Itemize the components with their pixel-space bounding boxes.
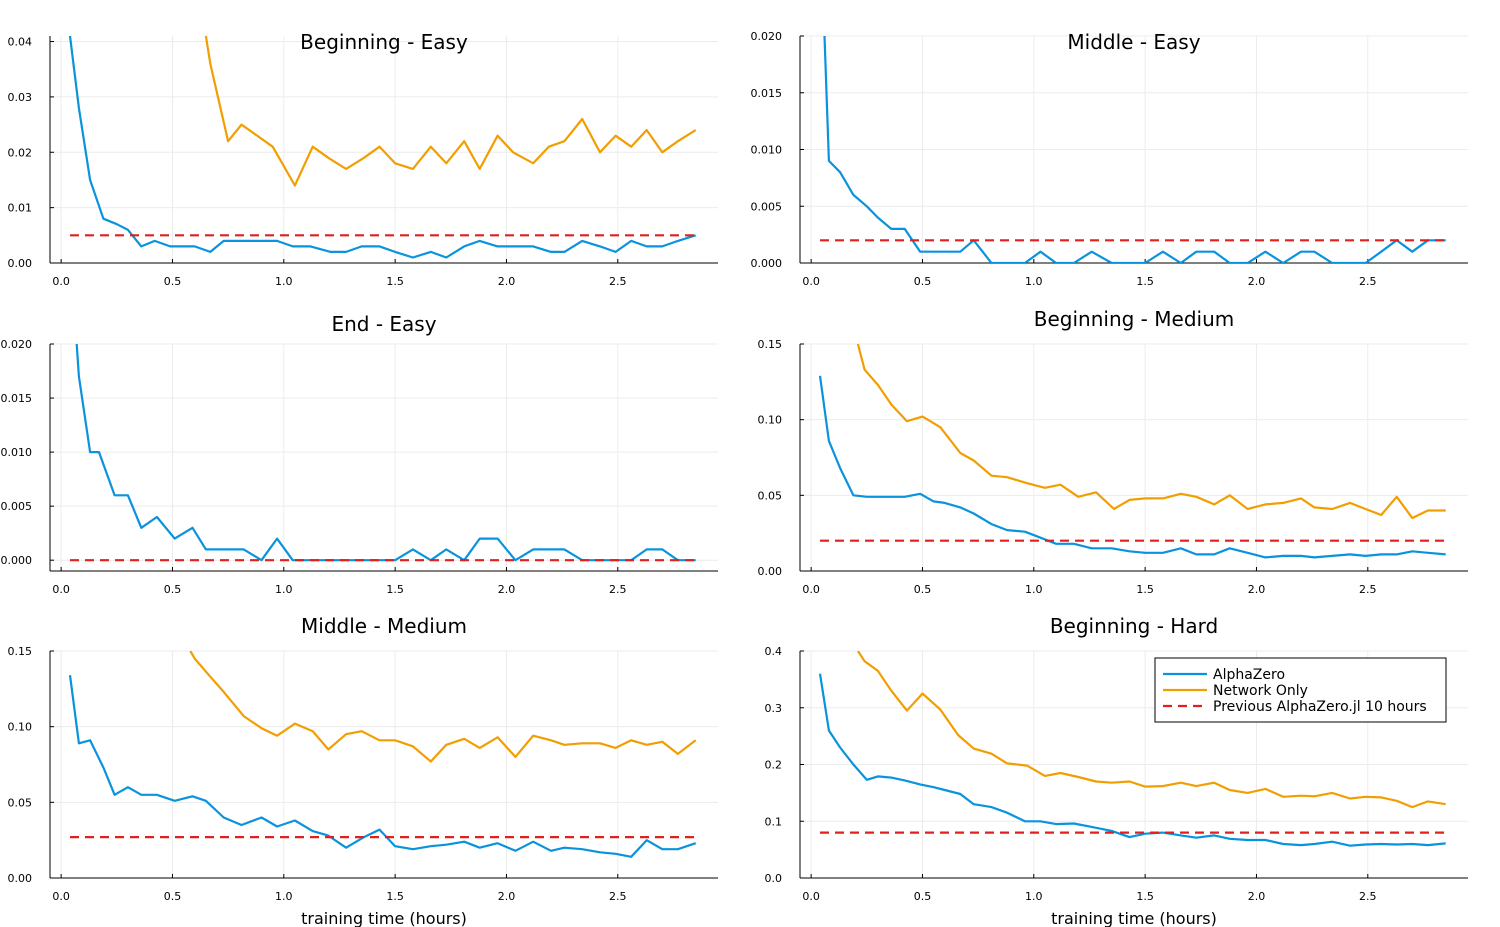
subplot-6: 0.0 0.5 1.0 1.5 2.0 2.5 0.0 0.1 0.2 0.3 0.4 Beginni… <box>765 614 1468 927</box>
y-tick-label: 0.010 <box>1 446 33 459</box>
x-tick-label: 0.5 <box>164 890 182 903</box>
x-tick-label: 0.5 <box>914 890 932 903</box>
subplot-title: Middle - Medium <box>301 614 467 638</box>
x-tick-label: 2.0 <box>1248 275 1266 288</box>
x-axis-title: training time (hours) <box>301 909 467 927</box>
series-group <box>68 651 697 858</box>
y-tick-label: 0.15 <box>758 338 783 351</box>
subplot-title: Beginning - Medium <box>1034 307 1234 331</box>
x-tick-label: 2.0 <box>498 890 516 903</box>
y-tick-label: 0.000 <box>1 554 33 567</box>
x-tick-label: 0.0 <box>52 890 70 903</box>
x-tick-label: 1.5 <box>386 890 404 903</box>
series-group <box>820 36 1446 263</box>
x-tick-label: 1.5 <box>1136 890 1154 903</box>
y-tick-label: 0.15 <box>8 645 33 658</box>
series-line-alphazero <box>818 673 1446 847</box>
x-tick-label: 0.5 <box>164 275 182 288</box>
subplot-title: End - Easy <box>331 312 436 336</box>
y-tick-label: 0.000 <box>751 257 783 270</box>
series-line-alphazero <box>68 36 697 259</box>
x-tick-label: 1.5 <box>1136 275 1154 288</box>
series-group <box>818 651 1446 847</box>
y-tick-label: 0.005 <box>751 200 783 213</box>
x-tick-label: 1.0 <box>275 583 293 596</box>
y-tick-label: 0.1 <box>765 815 783 828</box>
series-line-network-only <box>204 36 697 187</box>
y-tick-label: 0.03 <box>8 91 33 104</box>
y-tick-label: 0.3 <box>765 702 783 715</box>
x-tick-label: 0.0 <box>52 583 70 596</box>
y-tick-label: 0.00 <box>8 257 33 270</box>
legend-label: Previous AlphaZero.jl 10 hours <box>1213 699 1427 715</box>
subplot-3: 0.0 0.5 1.0 1.5 2.0 2.5 0.000 0.005 0.010 0.015 0.… <box>1 312 718 596</box>
x-tick-label: 1.0 <box>1025 275 1043 288</box>
y-tick-label: 0.00 <box>758 565 783 578</box>
x-tick-label: 2.5 <box>609 890 627 903</box>
y-tick-label: 0.005 <box>1 500 33 513</box>
x-tick-label: 0.5 <box>164 583 182 596</box>
legend-label: AlphaZero <box>1213 667 1285 683</box>
subplot-title: Middle - Easy <box>1067 30 1200 54</box>
subplot-title: Beginning - Hard <box>1050 614 1218 638</box>
y-tick-label: 0.020 <box>751 30 783 43</box>
subplot-title: Beginning - Easy <box>300 30 468 54</box>
series-line-alphazero <box>818 375 1446 559</box>
x-tick-label: 1.0 <box>275 890 293 903</box>
y-tick-label: 0.010 <box>751 144 783 157</box>
x-tick-label: 0.0 <box>802 275 820 288</box>
x-tick-label: 1.5 <box>1136 583 1154 596</box>
y-tick-label: 0.015 <box>1 392 33 405</box>
x-tick-label: 1.0 <box>1025 890 1043 903</box>
x-tick-label: 1.0 <box>275 275 293 288</box>
x-axis-title: training time (hours) <box>1051 909 1217 927</box>
y-tick-label: 0.04 <box>8 36 33 49</box>
x-tick-label: 2.5 <box>1359 890 1377 903</box>
x-tick-label: 2.5 <box>609 583 627 596</box>
x-tick-label: 2.5 <box>1359 275 1377 288</box>
x-tick-label: 2.5 <box>1359 583 1377 596</box>
y-tick-label: 0.05 <box>8 796 33 809</box>
series-group <box>818 344 1446 559</box>
y-tick-label: 0.10 <box>8 721 33 734</box>
y-tick-label: 0.02 <box>8 146 33 159</box>
x-tick-label: 1.5 <box>386 583 404 596</box>
y-tick-label: 0.01 <box>8 202 33 215</box>
x-tick-label: 0.0 <box>802 583 820 596</box>
x-tick-label: 2.0 <box>1248 583 1266 596</box>
x-tick-label: 1.5 <box>386 275 404 288</box>
series-group <box>70 344 696 562</box>
y-tick-label: 0.0 <box>765 872 783 885</box>
y-tick-label: 0.00 <box>8 872 33 885</box>
series-line-alphazero <box>823 36 1446 263</box>
subplot-4: 0.0 0.5 1.0 1.5 2.0 2.5 0.00 0.05 0.10 0.15 Beginn… <box>758 307 1468 596</box>
y-tick-label: 0.4 <box>765 645 783 658</box>
series-line-network-only <box>189 651 697 763</box>
x-tick-label: 0.0 <box>52 275 70 288</box>
y-tick-label: 0.020 <box>1 338 33 351</box>
x-tick-label: 2.5 <box>609 275 627 288</box>
x-tick-label: 0.0 <box>802 890 820 903</box>
x-tick-label: 0.5 <box>914 583 932 596</box>
y-tick-label: 0.015 <box>751 87 783 100</box>
series-line-alphazero <box>68 675 697 858</box>
series-line-network-only <box>856 651 1446 809</box>
y-tick-label: 0.05 <box>758 489 783 502</box>
subplot-1: 0.0 0.5 1.0 1.5 2.0 2.5 0.00 0.01 0.02 0.03 0.04 Be… <box>8 30 718 288</box>
x-tick-label: 1.0 <box>1025 583 1043 596</box>
subplot-5: 0.0 0.5 1.0 1.5 2.0 2.5 0.00 0.05 0.10 0.15 Middle… <box>8 614 718 927</box>
x-tick-label: 2.0 <box>1248 890 1266 903</box>
x-tick-label: 2.0 <box>498 583 516 596</box>
y-tick-label: 0.2 <box>765 759 783 772</box>
subplot-2: 0.0 0.5 1.0 1.5 2.0 2.5 0.000 0.005 0.010 0.015 0.… <box>751 30 1468 288</box>
legend-label: Network Only <box>1213 683 1308 699</box>
series-group <box>68 36 697 259</box>
y-tick-label: 0.10 <box>758 414 783 427</box>
x-tick-label: 0.5 <box>914 275 932 288</box>
x-tick-label: 2.0 <box>498 275 516 288</box>
series-line-network-only <box>856 344 1446 520</box>
